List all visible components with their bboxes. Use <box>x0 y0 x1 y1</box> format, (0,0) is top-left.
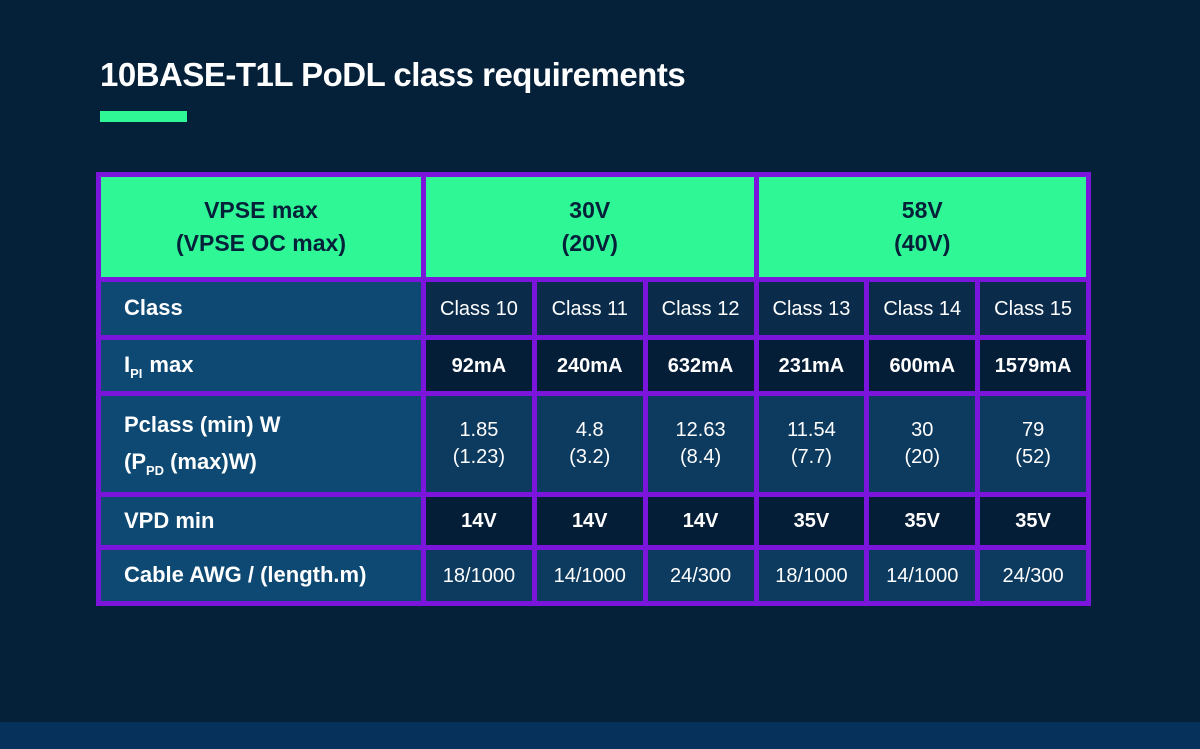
cell-ipi-class14: 600mA <box>869 340 976 391</box>
cell-vpd-class10: 14V <box>426 497 532 545</box>
cell-ipi-class10: 92mA <box>426 340 532 391</box>
pclass-subscript: PD <box>146 463 165 479</box>
header-vpse-max: VPSE max (VPSE OC max) <box>101 177 421 277</box>
cell-pclass-class12: 12.63 (8.4) <box>647 396 754 492</box>
row-label-pclass: Pclass (min) W (PPD (max)W) <box>101 396 421 492</box>
cell-cable-class12: 24/300 <box>647 550 754 601</box>
row-label-class: Class <box>101 282 421 335</box>
cell-cable-class10: 18/1000 <box>426 550 532 601</box>
ipi-symbol: I <box>124 352 131 377</box>
cell-ipi-class15: 1579mA <box>980 340 1086 391</box>
cell-ipi-class11: 240mA <box>536 340 643 391</box>
cell-cable-class11: 14/1000 <box>536 550 643 601</box>
cell-cable-class15: 24/300 <box>980 550 1086 601</box>
footer-bar <box>0 722 1200 749</box>
cell-pclass-class13: 11.54 (7.7) <box>758 396 865 492</box>
cell-class-13: Class 13 <box>758 282 865 335</box>
cell-vpd-class13: 35V <box>758 497 865 545</box>
ppd-max-value: (20) <box>904 446 941 468</box>
cell-class-14: Class 14 <box>869 282 976 335</box>
title-accent-bar <box>100 111 187 122</box>
pclass-min-value: 79 <box>1021 419 1045 441</box>
pclass-label-line2: (PPD (max)W) <box>124 448 257 477</box>
row-label-vpd-min: VPD min <box>101 497 421 545</box>
row-label-cable-awg: Cable AWG / (length.m) <box>101 550 421 601</box>
ppd-max-value: (7.7) <box>790 446 832 468</box>
cell-ipi-class12: 632mA <box>647 340 754 391</box>
cell-vpd-class12: 14V <box>647 497 754 545</box>
pclass-close: (max)W) <box>170 449 257 475</box>
header-group-58v: 58V (40V) <box>758 177 1086 277</box>
pclass-min-value: 11.54 <box>787 419 836 441</box>
pclass-open: (P <box>124 449 146 475</box>
podl-requirements-table: VPSE max (VPSE OC max) 30V (20V) 58V (40… <box>96 172 1091 606</box>
ipi-subscript: PI <box>130 366 143 381</box>
header-vpse-line1: VPSE max <box>204 196 318 223</box>
cell-class-10: Class 10 <box>426 282 532 335</box>
header-58v-line1: 58V <box>901 196 943 223</box>
cell-vpd-class14: 35V <box>869 497 976 545</box>
cell-class-15: Class 15 <box>980 282 1086 335</box>
pclass-min-value: 30 <box>911 419 934 441</box>
pclass-min-value: 4.8 <box>575 419 604 441</box>
cell-pclass-class11: 4.8 (3.2) <box>536 396 643 492</box>
cell-cable-class14: 14/1000 <box>869 550 976 601</box>
cell-cable-class13: 18/1000 <box>758 550 865 601</box>
cell-class-12: Class 12 <box>647 282 754 335</box>
row-label-ipi-max: IPI max <box>101 340 421 391</box>
header-30v-line2: (20V) <box>561 230 618 256</box>
ipi-max-word: max <box>149 352 194 377</box>
header-group-30v: 30V (20V) <box>426 177 754 277</box>
pclass-min-value: 1.85 <box>459 419 499 441</box>
cell-pclass-class10: 1.85 (1.23) <box>426 396 532 492</box>
ppd-max-value: (3.2) <box>569 446 611 468</box>
cell-class-11: Class 11 <box>536 282 643 335</box>
cell-pclass-class14: 30 (20) <box>869 396 976 492</box>
page-title: 10BASE-T1L PoDL class requirements <box>100 56 686 93</box>
cell-vpd-class11: 14V <box>536 497 643 545</box>
header-30v-line1: 30V <box>569 196 611 223</box>
ppd-max-value: (8.4) <box>680 446 722 468</box>
cell-vpd-class15: 35V <box>980 497 1086 545</box>
pclass-min-value: 12.63 <box>675 419 726 441</box>
header-58v-line2: (40V) <box>894 230 951 256</box>
ipi-label-text: IPI max <box>124 351 193 380</box>
header-vpse-line2: (VPSE OC max) <box>176 230 346 256</box>
pclass-label-line1: Pclass (min) W <box>124 411 281 437</box>
cell-pclass-class15: 79 (52) <box>980 396 1086 492</box>
ppd-max-value: (1.23) <box>452 446 506 468</box>
ppd-max-value: (52) <box>1015 446 1051 468</box>
cell-ipi-class13: 231mA <box>758 340 865 391</box>
